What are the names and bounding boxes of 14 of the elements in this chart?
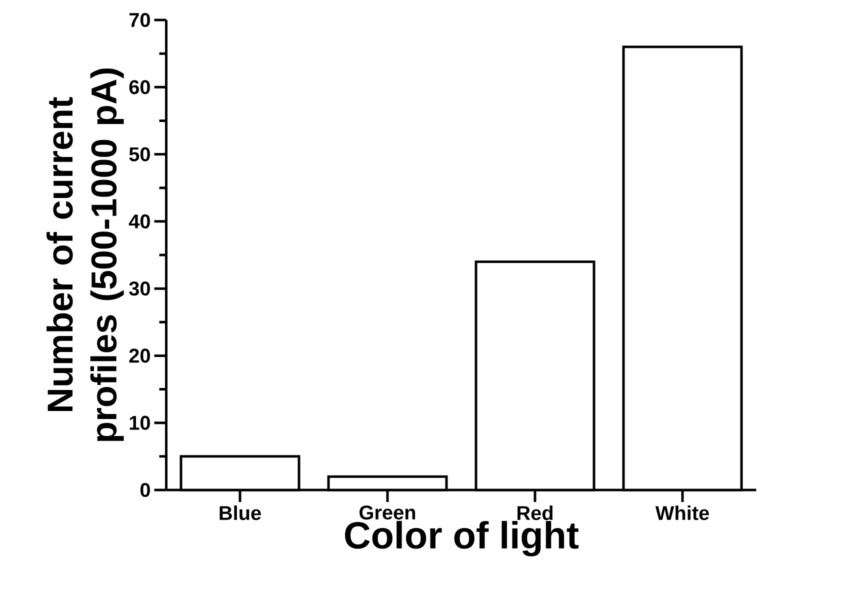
y-tick-label: 50	[129, 147, 150, 162]
x-tick-label: Blue	[220, 505, 261, 520]
x-axis-title: Color of light	[345, 520, 579, 556]
y-axis-title: Number of current profiles (500-1000 pA)	[46, 68, 124, 441]
y-tick-label: 30	[129, 282, 150, 296]
x-tick-label: White	[655, 505, 709, 520]
y-tick-label: 70	[129, 12, 150, 28]
x-tick-label: Green	[360, 505, 416, 520]
y-tick-label: 10	[130, 416, 150, 430]
y-tick-label: 20	[129, 348, 150, 363]
y-tick-label: 0	[140, 482, 150, 498]
y-tick-label: 60	[129, 80, 150, 94]
y-tick-label: 40	[128, 214, 150, 228]
x-tick-label: Red	[518, 505, 553, 520]
